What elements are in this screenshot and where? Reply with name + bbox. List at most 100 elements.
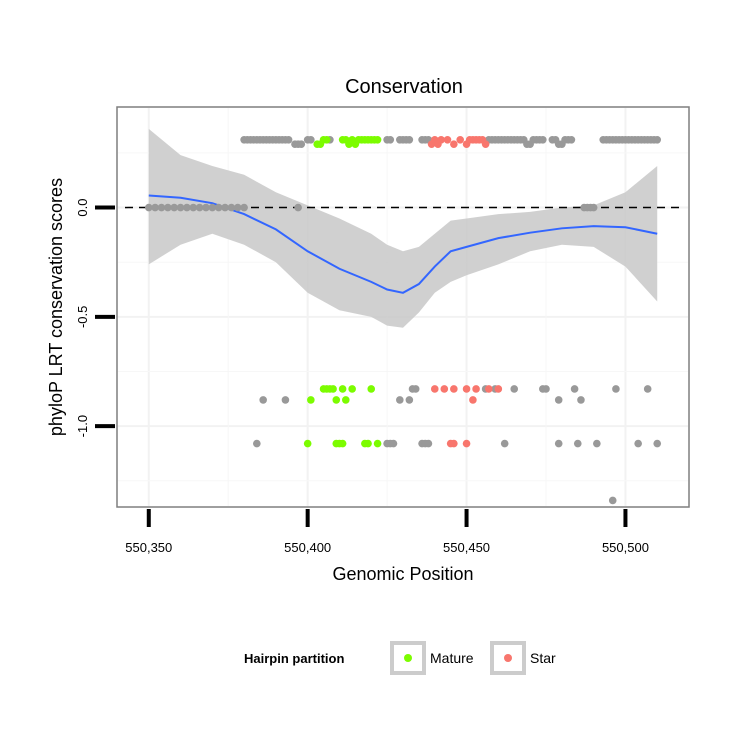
point-star bbox=[472, 385, 480, 393]
smooth-line-layer bbox=[148, 194, 658, 294]
point-other bbox=[577, 396, 585, 404]
point-mature bbox=[373, 439, 382, 448]
point-other bbox=[202, 203, 210, 212]
legend-title: Hairpin partition bbox=[244, 651, 344, 666]
point-other bbox=[297, 140, 306, 148]
point-mature bbox=[322, 135, 331, 144]
point-other bbox=[396, 396, 404, 404]
points-layer bbox=[144, 135, 662, 505]
legend-key-star bbox=[490, 641, 526, 675]
point-other bbox=[653, 135, 662, 144]
point-other bbox=[389, 439, 398, 448]
point-star bbox=[450, 439, 458, 448]
point-other bbox=[189, 203, 198, 212]
point-star bbox=[437, 135, 445, 144]
point-other bbox=[214, 203, 223, 212]
point-other bbox=[510, 385, 519, 393]
smooth-line bbox=[148, 194, 658, 294]
point-star bbox=[443, 135, 452, 144]
point-other bbox=[554, 439, 563, 448]
point-other bbox=[612, 385, 620, 393]
point-star bbox=[456, 135, 465, 144]
point-other bbox=[151, 203, 159, 212]
point-other bbox=[259, 396, 267, 404]
point-mature bbox=[338, 439, 347, 448]
legend-dot-star bbox=[504, 654, 512, 662]
point-other bbox=[170, 203, 178, 212]
point-other bbox=[240, 203, 248, 212]
legend-key-mature bbox=[390, 641, 426, 675]
legend-label-star: Star bbox=[530, 650, 556, 666]
x-axis-label: Genomic Position bbox=[332, 564, 473, 584]
point-other bbox=[183, 203, 191, 212]
y-tick-label: -0.5 bbox=[75, 306, 90, 328]
x-tick-label: 550,450 bbox=[443, 540, 490, 555]
y-axis-label: phyloP LRT conservation scores bbox=[46, 178, 66, 436]
point-star bbox=[485, 385, 493, 393]
point-other bbox=[542, 385, 550, 393]
point-star bbox=[440, 385, 449, 393]
point-mature bbox=[342, 396, 350, 404]
point-other bbox=[634, 439, 642, 448]
point-other bbox=[157, 203, 166, 212]
legend-item-mature: Mature bbox=[390, 641, 474, 675]
point-mature bbox=[348, 385, 356, 393]
point-other bbox=[500, 439, 509, 448]
y-tick-label: -1.0 bbox=[75, 415, 90, 437]
point-mature bbox=[367, 385, 376, 393]
point-other bbox=[589, 203, 598, 212]
chart-title: Conservation bbox=[345, 76, 463, 98]
point-other bbox=[176, 203, 185, 212]
point-star bbox=[450, 140, 458, 148]
point-other bbox=[570, 385, 579, 393]
legend-dot-mature bbox=[404, 654, 412, 662]
point-star bbox=[469, 396, 477, 404]
point-mature bbox=[329, 385, 337, 393]
point-other bbox=[653, 439, 662, 448]
point-mature bbox=[303, 439, 312, 448]
point-other bbox=[567, 135, 576, 144]
point-other bbox=[539, 135, 547, 144]
point-other bbox=[424, 439, 433, 448]
point-other bbox=[386, 135, 395, 144]
point-mature bbox=[364, 439, 372, 448]
axes-layer: 550,350 550,400 550,450 550,500 0.0 -0.5 -1.0 bbox=[75, 199, 649, 555]
point-other bbox=[405, 135, 414, 144]
point-mature bbox=[332, 396, 341, 404]
point-other bbox=[294, 203, 302, 212]
point-other bbox=[411, 385, 420, 393]
x-tick-label: 550,500 bbox=[602, 540, 649, 555]
point-other bbox=[643, 385, 652, 393]
point-other bbox=[253, 439, 261, 448]
point-other bbox=[284, 135, 293, 144]
point-other bbox=[573, 439, 582, 448]
y-tick-label: 0.0 bbox=[75, 199, 90, 217]
point-other bbox=[227, 203, 236, 212]
point-other bbox=[208, 203, 217, 212]
legend: Hairpin partition Mature Star bbox=[244, 641, 556, 675]
point-star bbox=[450, 385, 458, 393]
point-other bbox=[593, 439, 601, 448]
point-star bbox=[462, 439, 471, 448]
point-other bbox=[608, 496, 617, 505]
x-tick-label: 550,350 bbox=[125, 540, 172, 555]
legend-item-star: Star bbox=[490, 641, 556, 675]
point-other bbox=[405, 396, 414, 404]
legend-label-mature: Mature bbox=[430, 650, 474, 666]
point-other bbox=[195, 203, 204, 212]
x-tick-label: 550,400 bbox=[284, 540, 331, 555]
point-star bbox=[462, 385, 471, 393]
point-other bbox=[554, 396, 563, 404]
point-star bbox=[430, 385, 439, 393]
point-other bbox=[281, 396, 290, 404]
point-mature bbox=[338, 385, 347, 393]
point-other bbox=[233, 203, 242, 212]
point-other bbox=[164, 203, 172, 212]
point-other bbox=[307, 135, 315, 144]
point-mature bbox=[307, 396, 315, 404]
point-star bbox=[494, 385, 503, 393]
point-star bbox=[481, 140, 490, 148]
point-other bbox=[144, 203, 153, 212]
point-other bbox=[221, 203, 229, 212]
